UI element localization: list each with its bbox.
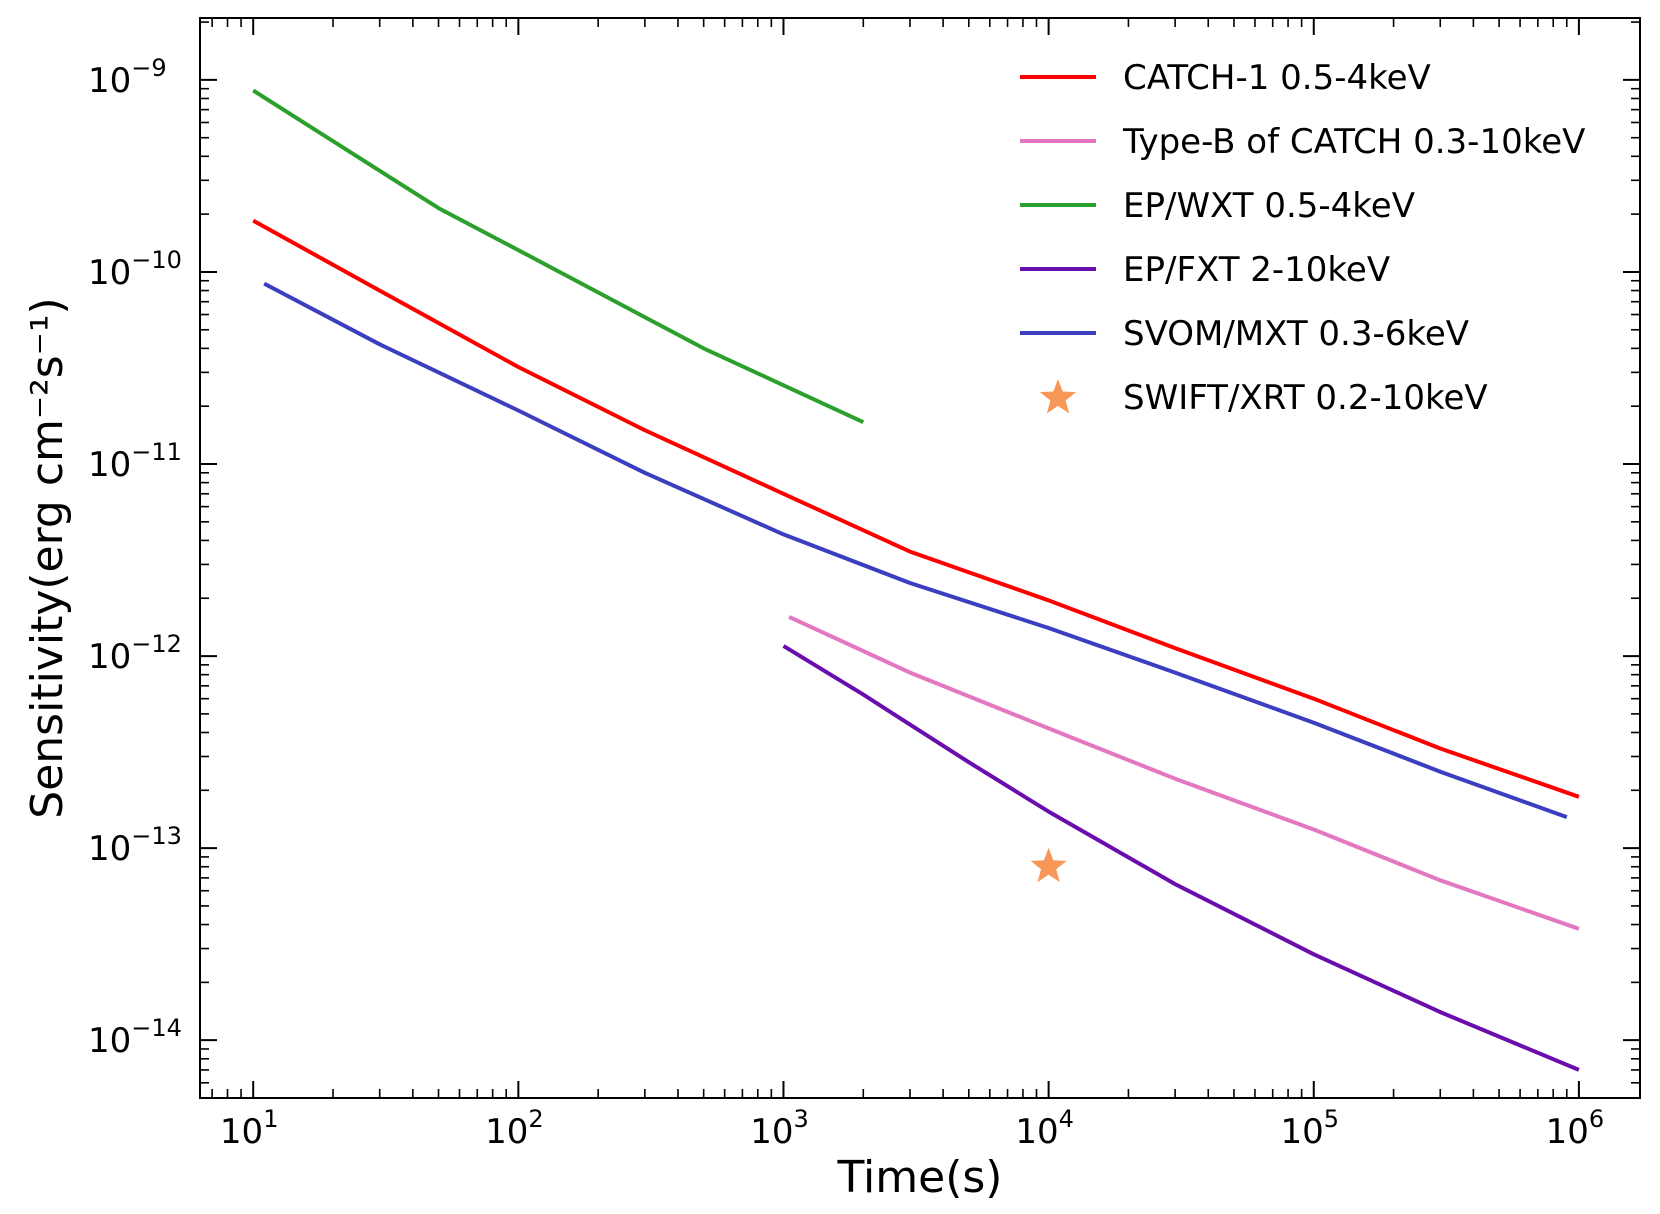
series-line-ep-fxt-2-10kev [782,644,1580,1072]
series-layer [252,88,1580,1072]
series-line-ep-wxt-0-5-4kev [252,88,865,425]
y-tick-label: 10−14 [88,1014,182,1061]
legend-marker-swift-xrt-0-2-10kev [1039,379,1077,414]
x-tick-label: 103 [750,1105,809,1152]
plot-frame [199,17,1641,1099]
legend-label-svom-mxt-0-3-6kev: SVOM/MXT 0.3-6keV [1123,314,1469,354]
minor-ticks [200,18,1640,1099]
data-point-swift-xrt-0-2-10kev [1030,847,1067,883]
legend-label-type-b-of-catch-0-3-10kev: Type-B of CATCH 0.3-10keV [1122,122,1585,162]
legend-label-catch-1-0-5-4kev: CATCH-1 0.5-4keV [1123,58,1431,98]
x-axis-title: Time(s) [837,1152,1003,1203]
y-axis-title: Sensitivity(erg cm⁻²s⁻¹) [22,297,73,818]
legend-label-ep-wxt-0-5-4kev: EP/WXT 0.5-4keV [1123,186,1415,226]
y-tick-label: 10−11 [88,438,182,485]
y-tick-label: 10−12 [88,630,182,677]
legend-label-swift-xrt-0-2-10kev: SWIFT/XRT 0.2-10keV [1123,378,1488,418]
y-tick-label: 10−9 [88,54,167,101]
legend-label-ep-fxt-2-10kev: EP/FXT 2-10keV [1123,250,1390,290]
series-line-type-b-of-catch-0-3-10kev [788,615,1580,931]
y-tick-labels: 10−9 10−10 10−11 10−12 10−13 10−14 [88,54,182,1061]
series-line-svom-mxt-0-3-6kev [263,281,1568,819]
y-tick-label: 10−10 [88,246,182,293]
y-tick-label: 10−13 [88,822,182,869]
major-ticks [200,18,1640,1098]
x-tick-label: 101 [220,1105,279,1152]
x-tick-label: 102 [485,1105,544,1152]
x-tick-labels: 101 102 103 104 105 106 [220,1105,1604,1152]
series-line-catch-1-0-5-4kev [252,218,1580,799]
legend: CATCH-1 0.5-4keV Type-B of CATCH 0.3-10ke… [1020,58,1585,418]
x-tick-label: 105 [1280,1105,1339,1152]
x-tick-label: 106 [1546,1105,1605,1152]
x-tick-label: 104 [1015,1105,1074,1152]
